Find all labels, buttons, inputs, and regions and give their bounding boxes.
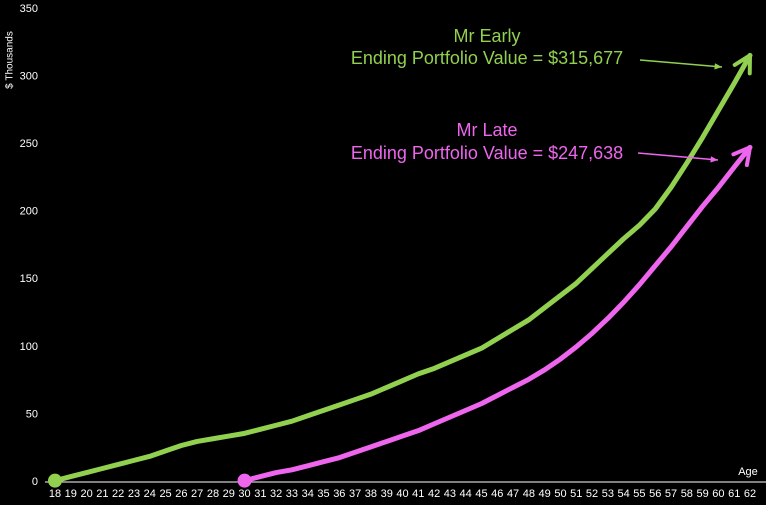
start-marker [237, 473, 252, 488]
x-tick-label: 26 [175, 488, 187, 500]
x-tick-label: 24 [144, 488, 156, 500]
x-tick-label: 41 [412, 488, 424, 500]
x-tick-label: 42 [428, 488, 440, 500]
y-tick-label: 0 [32, 476, 38, 488]
x-tick-label: 29 [223, 488, 235, 500]
x-tick-label: 58 [681, 488, 693, 500]
annotation-arrow [637, 152, 719, 161]
start-marker [48, 473, 62, 488]
y-tick-label: 350 [20, 3, 38, 15]
x-tick-label: 55 [633, 488, 645, 500]
x-tick-label: 23 [128, 488, 140, 500]
annotation-arrowhead [710, 156, 718, 163]
y-tick-label: 150 [20, 273, 38, 285]
x-tick-label: 28 [207, 488, 219, 500]
x-tick-label: 62 [744, 488, 756, 500]
series-line [242, 144, 753, 484]
x-tick-label: 35 [317, 488, 329, 500]
x-tick-label: 37 [349, 488, 361, 500]
x-tick-label: 39 [381, 488, 393, 500]
x-tick-label: 27 [191, 488, 203, 500]
y-tick-label: 250 [20, 138, 38, 150]
x-axis-label: Age [738, 466, 758, 478]
series-annotation: Ending Portfolio Value = $315,677 [351, 48, 623, 68]
x-tick-label: 52 [586, 488, 598, 500]
x-tick-label: 33 [286, 488, 298, 500]
x-tick-label: 38 [365, 488, 377, 500]
x-tick-label: 34 [302, 488, 314, 500]
x-tick-label: 46 [491, 488, 503, 500]
x-tick-label: 51 [570, 488, 582, 500]
y-tick-label: 200 [20, 206, 38, 218]
annotation-arrowhead [714, 63, 722, 70]
series-name: Mr Early [454, 26, 521, 46]
x-tick-label: 43 [444, 488, 456, 500]
x-tick-label: 56 [649, 488, 661, 500]
x-tick-label: 54 [618, 488, 630, 500]
y-tick-label: 50 [26, 408, 38, 420]
x-tick-label: 25 [159, 488, 171, 500]
series-annotation: Ending Portfolio Value = $247,638 [351, 143, 623, 163]
x-tick-label: 30 [238, 488, 250, 500]
x-tick-label: 48 [523, 488, 535, 500]
y-tick-label: 100 [20, 341, 38, 353]
annotation-arrow [639, 59, 723, 68]
x-tick-label: 40 [396, 488, 408, 500]
x-tick-label: 36 [333, 488, 345, 500]
x-tick-label: 21 [96, 488, 108, 500]
x-tick-label: 47 [507, 488, 519, 500]
x-tick-label: 18 [49, 488, 61, 500]
x-tick-label: 50 [554, 488, 566, 500]
line-arrowhead [732, 53, 752, 76]
y-axis-label: $ Thousands [5, 31, 16, 89]
x-tick-label: 59 [696, 488, 708, 500]
x-tick-label: 31 [254, 488, 266, 500]
x-tick-label: 19 [65, 488, 77, 500]
x-tick-label: 45 [475, 488, 487, 500]
x-tick-label: 44 [460, 488, 472, 500]
x-tick-label: 49 [539, 488, 551, 500]
x-tick-label: 32 [270, 488, 282, 500]
x-tick-label: 22 [112, 488, 124, 500]
x-tick-label: 57 [665, 488, 677, 500]
line-arrowhead [731, 145, 752, 168]
x-tick-label: 61 [728, 488, 740, 500]
series-line [52, 52, 753, 484]
y-tick-label: 300 [20, 70, 38, 82]
x-tick-label: 53 [602, 488, 614, 500]
x-tick-label: 20 [80, 488, 92, 500]
x-tick-label: 60 [712, 488, 724, 500]
series-name: Mr Late [456, 120, 517, 140]
